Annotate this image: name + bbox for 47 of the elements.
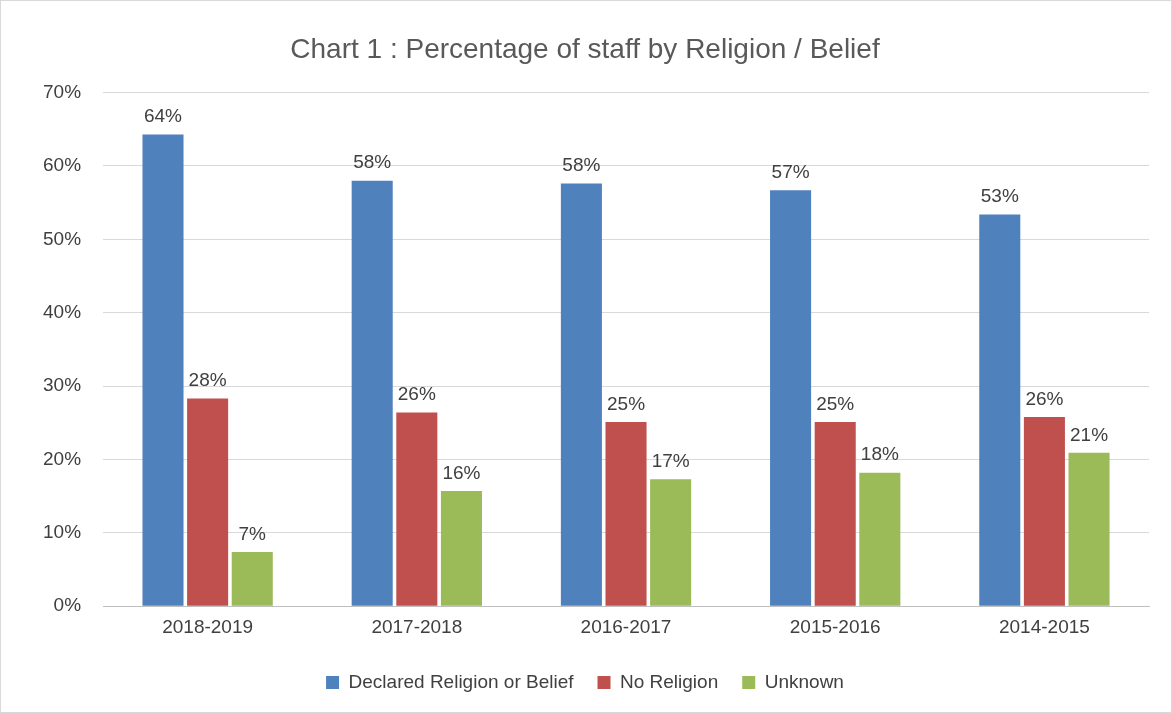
data-label: 28% bbox=[188, 369, 227, 391]
legend-label: Unknown bbox=[764, 670, 844, 692]
x-tick-label: 2017-2018 bbox=[371, 615, 463, 637]
bar bbox=[814, 422, 856, 606]
data-label: 17% bbox=[651, 450, 690, 471]
data-label: 21% bbox=[1070, 423, 1109, 445]
x-tick-label: 2015-2016 bbox=[789, 615, 881, 637]
data-label: 58% bbox=[353, 151, 392, 173]
y-tick-label: 70% bbox=[43, 80, 82, 102]
bar bbox=[770, 190, 812, 606]
y-tick-label: 60% bbox=[43, 154, 82, 176]
y-tick-label: 20% bbox=[43, 447, 82, 469]
y-tick-label: 50% bbox=[43, 227, 82, 249]
data-label: 18% bbox=[860, 443, 899, 465]
data-label: 25% bbox=[607, 392, 646, 414]
data-label: 26% bbox=[1025, 387, 1064, 409]
bar bbox=[231, 551, 273, 606]
chart-title: Chart 1 : Percentage of staff by Religion / Belief bbox=[290, 32, 880, 64]
y-tick-label: 40% bbox=[43, 300, 82, 322]
bar bbox=[187, 398, 229, 606]
bar bbox=[351, 180, 393, 606]
y-tick-label: 30% bbox=[43, 374, 82, 396]
legend-label: No Religion bbox=[620, 670, 719, 692]
x-tick-label: 2018-2019 bbox=[162, 615, 254, 637]
x-tick-label: 2014-2015 bbox=[998, 615, 1090, 637]
data-label: 58% bbox=[562, 154, 601, 176]
data-label: 25% bbox=[816, 392, 855, 414]
bar bbox=[142, 134, 184, 606]
data-label: 7% bbox=[238, 522, 267, 544]
bar bbox=[560, 183, 602, 606]
x-tick-label: 2016-2017 bbox=[580, 615, 672, 637]
bar bbox=[1023, 416, 1065, 606]
data-label: 26% bbox=[397, 383, 436, 405]
legend-label: Declared Religion or Belief bbox=[348, 670, 575, 692]
bar bbox=[396, 412, 438, 606]
data-label: 57% bbox=[771, 160, 810, 182]
y-tick-label: 10% bbox=[43, 521, 82, 543]
bar bbox=[859, 472, 901, 606]
data-label: 64% bbox=[143, 105, 183, 127]
y-tick-label: 0% bbox=[53, 594, 82, 616]
bar bbox=[440, 491, 482, 606]
bar bbox=[650, 479, 692, 606]
bar bbox=[605, 422, 647, 606]
data-label: 16% bbox=[442, 461, 481, 483]
bar bbox=[1068, 452, 1110, 606]
data-label: 53% bbox=[980, 185, 1019, 207]
bar bbox=[979, 214, 1021, 606]
